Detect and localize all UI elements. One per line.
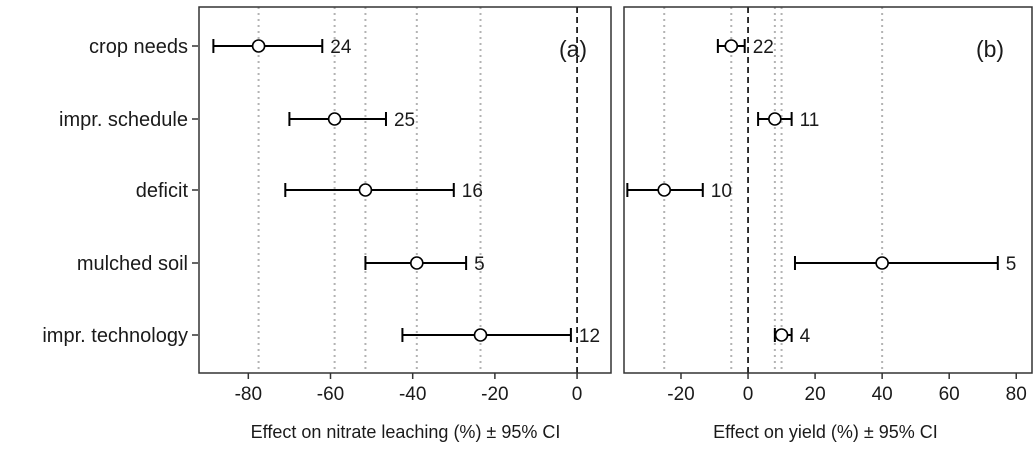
panel-frame [623,6,1033,374]
x-tick-label: 40 [872,384,893,405]
sample-size-label: 5 [1006,254,1017,275]
sample-size-label: 25 [394,110,415,131]
point-estimate [473,328,488,342]
sample-size-label: 24 [330,37,352,58]
category-label: crop needs [89,36,188,58]
sample-size-label: 11 [800,110,820,131]
category-label: impr. technology [42,325,188,347]
x-axis-title: Effect on yield (%) ± 95% CI [713,422,938,442]
panel-tag: (b) [976,36,1004,62]
panel-b: (b) -20 0 20 40 60 80 Effect on yield (%) ± 95%… [623,6,1033,442]
point-estimate [327,112,342,126]
sample-size-label: 5 [474,254,485,275]
point-estimate [768,112,782,126]
point-estimate [251,39,266,53]
x-tick-label: -20 [667,384,694,405]
x-tick-label: -80 [235,384,262,405]
category-label: impr. schedule [59,109,188,131]
point-estimate [724,39,739,53]
point-estimate [410,256,424,270]
x-tick-label: 20 [805,384,826,405]
x-tick-label: -60 [317,384,344,405]
x-tick-label: 0 [743,384,754,405]
x-tick-label: -40 [399,384,426,405]
sample-size-label: 22 [753,37,774,58]
panel-tag: (a) [559,36,587,62]
panel-frame [198,6,612,374]
category-label: mulched soil [77,253,188,275]
x-tick-label: 80 [1006,384,1027,405]
x-tick-label: 60 [939,384,960,405]
sample-size-label: 10 [711,181,732,202]
point-estimate [875,256,889,270]
x-tick-label: -20 [481,384,508,405]
sample-size-label: 4 [800,326,811,347]
point-estimate [657,183,672,197]
point-estimate [358,183,373,197]
x-tick-label: 0 [572,384,583,405]
sample-size-label: 12 [579,326,600,347]
category-labels: crop needs impr. schedule deficit mulched s… [42,36,198,347]
category-label: deficit [136,180,189,202]
x-axis-title: Effect on nitrate leaching (%) ± 95% CI [251,422,561,442]
sample-size-label: 16 [462,181,483,202]
panel-a: (a) -80 -60 -40 -20 0 Effect on nitrate leachi… [198,6,612,442]
point-estimate [774,328,789,342]
